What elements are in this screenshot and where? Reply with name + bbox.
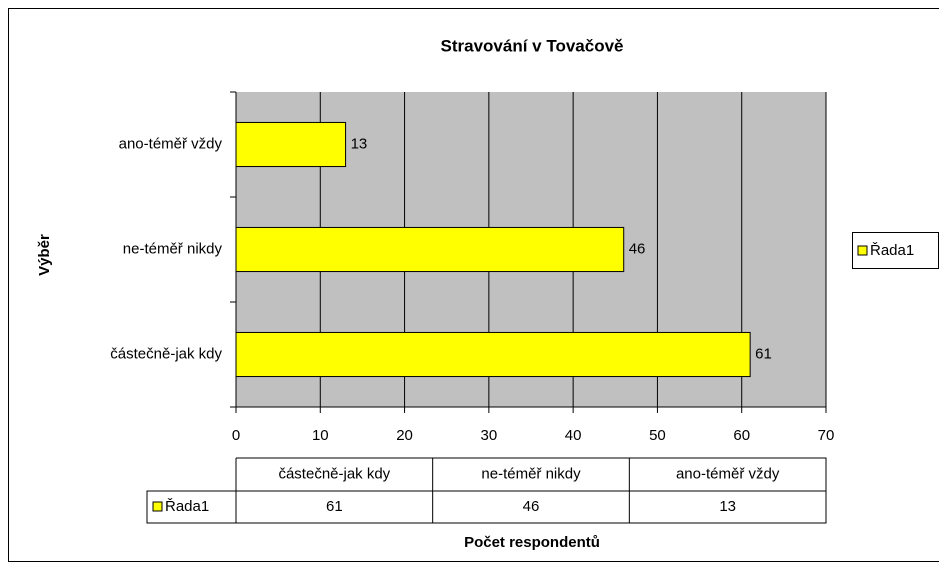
table-legend-key <box>152 501 163 512</box>
x-axis-label: Počet respondentů <box>464 534 600 551</box>
x-tick-label: 20 <box>396 427 413 444</box>
x-tick-label: 60 <box>733 427 750 444</box>
table-cell: 46 <box>523 498 540 515</box>
y-tick-label: částečně-jak kdy <box>110 345 222 362</box>
y-tick-label: ne-téměř nikdy <box>123 240 223 257</box>
x-tick-label: 10 <box>312 427 329 444</box>
x-tick-label: 50 <box>649 427 666 444</box>
table-header: ano-téměř vždy <box>676 465 780 482</box>
data-label: 61 <box>755 345 772 362</box>
table-cell: 13 <box>719 498 736 515</box>
data-table-grid <box>146 457 827 524</box>
legend-label: Řada1 <box>870 242 914 259</box>
table-header: částečně-jak kdy <box>278 465 390 482</box>
chart-title: Stravování v Tovačově <box>441 36 624 55</box>
legend-key <box>857 245 868 256</box>
bar <box>235 331 751 378</box>
table-row-header: Řada1 <box>165 498 209 515</box>
table-header: ne-téměř nikdy <box>481 465 581 482</box>
data-label: 13 <box>351 135 368 152</box>
bar <box>235 226 625 273</box>
y-axis-label: Výběr <box>36 234 53 276</box>
y-tick-label: ano-téměř vždy <box>119 135 223 152</box>
data-label: 46 <box>629 240 646 257</box>
x-tick-label: 30 <box>481 427 498 444</box>
x-tick-label: 0 <box>232 427 240 444</box>
x-tick-label: 40 <box>565 427 582 444</box>
table-cell: 61 <box>326 498 343 515</box>
chart-border <box>8 8 939 562</box>
x-tick-label: 70 <box>818 427 835 444</box>
bar <box>235 121 347 168</box>
